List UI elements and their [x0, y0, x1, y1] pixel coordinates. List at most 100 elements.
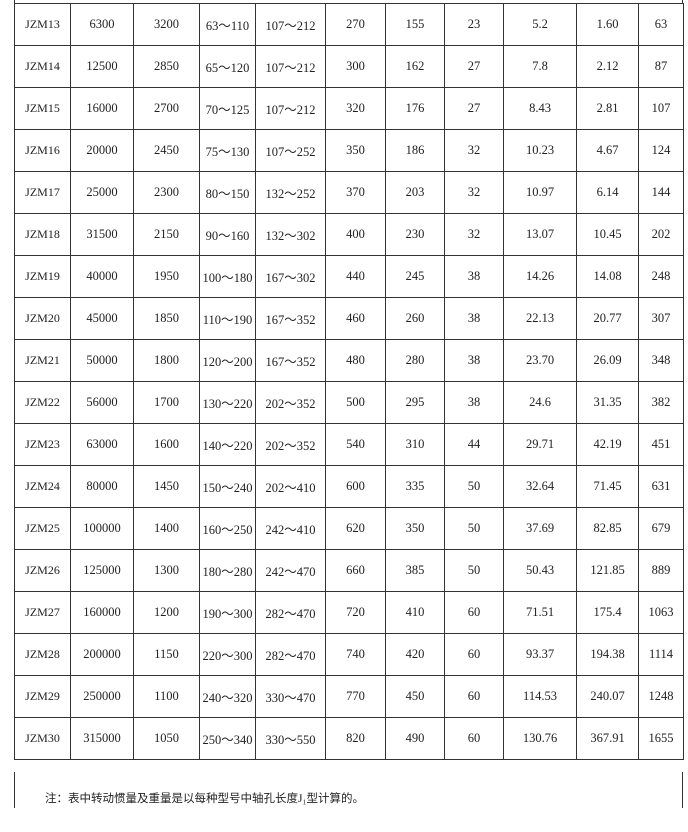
model-cell: JZM13 [14, 3, 71, 46]
table-row: JZM14 12500 2850 65～120 107～212 300 162 27 7.8 2.… [14, 45, 684, 88]
value-cell: 2850 [133, 45, 200, 88]
value-cell: 162 [385, 45, 445, 88]
table-row: JZM15 16000 2700 70～125 107～212 320 176 27 8.43 2… [14, 87, 684, 130]
table-row: JZM19 40000 1950 100～180 167～302 440 245 38 14.2… [14, 255, 684, 298]
model-cell: JZM17 [14, 171, 71, 214]
table-row: JZM24 80000 1450 150～240 202～410 600 335 50 32.6… [14, 465, 684, 508]
value-cell: 175.4 [576, 591, 639, 634]
value-cell: 12500 [70, 45, 134, 88]
value-cell: 480 [325, 339, 386, 382]
table-row: JZM30 315000 1050 250～340 330～550 820 490 60 130… [14, 717, 684, 760]
value-cell: 6300 [70, 3, 134, 46]
table-row: JZM20 45000 1850 110～190 167～352 460 260 38 22.1… [14, 297, 684, 340]
table-row: JZM13 6300 3200 63～110 107～212 270 155 23 5.2 1.6… [14, 3, 684, 46]
value-cell: 60 [444, 717, 504, 760]
value-cell: 50000 [70, 339, 134, 382]
value-cell: 1450 [133, 465, 200, 508]
value-cell: 1300 [133, 549, 200, 592]
value-cell: 500 [325, 381, 386, 424]
model-cell: JZM25 [14, 507, 71, 550]
value-cell: 6.14 [576, 171, 639, 214]
value-cell: 2.81 [576, 87, 639, 130]
model-cell: JZM22 [14, 381, 71, 424]
value-cell: 242～410 [255, 507, 326, 550]
value-cell: 348 [638, 339, 684, 382]
value-cell: 320 [325, 87, 386, 130]
value-cell: 330～470 [255, 675, 326, 718]
value-cell: 385 [385, 549, 445, 592]
value-cell: 1850 [133, 297, 200, 340]
value-cell: 300 [325, 45, 386, 88]
value-cell: 176 [385, 87, 445, 130]
value-cell: 248 [638, 255, 684, 298]
value-cell: 245 [385, 255, 445, 298]
value-cell: 37.69 [503, 507, 577, 550]
value-cell: 330～550 [255, 717, 326, 760]
table-top-edge [14, 0, 683, 3]
value-cell: 110～190 [199, 297, 256, 340]
value-cell: 75～130 [199, 129, 256, 172]
value-cell: 167～352 [255, 297, 326, 340]
model-cell: JZM18 [14, 213, 71, 256]
value-cell: 660 [325, 549, 386, 592]
value-cell: 56000 [70, 381, 134, 424]
table-row: JZM22 56000 1700 130～220 202～352 500 295 38 24.6… [14, 381, 684, 424]
value-cell: 63000 [70, 423, 134, 466]
value-cell: 65～120 [199, 45, 256, 88]
value-cell: 22.13 [503, 297, 577, 340]
value-cell: 1248 [638, 675, 684, 718]
value-cell: 242～470 [255, 549, 326, 592]
value-cell: 770 [325, 675, 386, 718]
value-cell: 400 [325, 213, 386, 256]
value-cell: 100000 [70, 507, 134, 550]
value-cell: 100～180 [199, 255, 256, 298]
value-cell: 32 [444, 129, 504, 172]
value-cell: 60 [444, 633, 504, 676]
value-cell: 130～220 [199, 381, 256, 424]
value-cell: 186 [385, 129, 445, 172]
model-cell: JZM24 [14, 465, 71, 508]
value-cell: 23 [444, 3, 504, 46]
value-cell: 1700 [133, 381, 200, 424]
value-cell: 1050 [133, 717, 200, 760]
model-cell: JZM28 [14, 633, 71, 676]
value-cell: 240.07 [576, 675, 639, 718]
value-cell: 1655 [638, 717, 684, 760]
value-cell: 71.45 [576, 465, 639, 508]
value-cell: 125000 [70, 549, 134, 592]
value-cell: 335 [385, 465, 445, 508]
value-cell: 160000 [70, 591, 134, 634]
model-cell: JZM23 [14, 423, 71, 466]
value-cell: 132～302 [255, 213, 326, 256]
table-row: JZM23 63000 1600 140～220 202～352 540 310 44 29.7… [14, 423, 684, 466]
value-cell: 107～252 [255, 129, 326, 172]
value-cell: 180～280 [199, 549, 256, 592]
value-cell: 282～470 [255, 633, 326, 676]
value-cell: 87 [638, 45, 684, 88]
value-cell: 740 [325, 633, 386, 676]
value-cell: 490 [385, 717, 445, 760]
value-cell: 10.97 [503, 171, 577, 214]
value-cell: 1100 [133, 675, 200, 718]
value-cell: 160～250 [199, 507, 256, 550]
model-cell: JZM29 [14, 675, 71, 718]
value-cell: 460 [325, 297, 386, 340]
value-cell: 200000 [70, 633, 134, 676]
model-cell: JZM20 [14, 297, 71, 340]
value-cell: 2300 [133, 171, 200, 214]
value-cell: 1800 [133, 339, 200, 382]
table-row: JZM26 125000 1300 180～280 242～470 660 385 50 50.… [14, 549, 684, 592]
value-cell: 16000 [70, 87, 134, 130]
value-cell: 150～240 [199, 465, 256, 508]
value-cell: 1.60 [576, 3, 639, 46]
value-cell: 107～212 [255, 87, 326, 130]
value-cell: 420 [385, 633, 445, 676]
value-cell: 63～110 [199, 3, 256, 46]
value-cell: 820 [325, 717, 386, 760]
value-cell: 367.91 [576, 717, 639, 760]
value-cell: 4.67 [576, 129, 639, 172]
value-cell: 350 [325, 129, 386, 172]
value-cell: 620 [325, 507, 386, 550]
value-cell: 20.77 [576, 297, 639, 340]
value-cell: 250000 [70, 675, 134, 718]
